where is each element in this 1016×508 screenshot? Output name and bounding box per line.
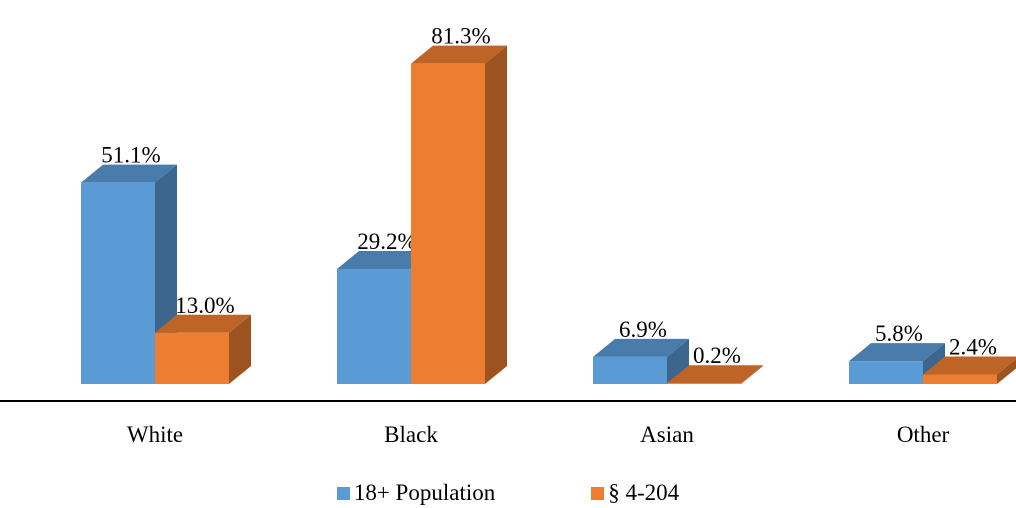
legend-swatch-series-2 <box>591 486 605 500</box>
bar-white-series-2 <box>155 314 251 384</box>
bar-black-series-2 <box>411 45 507 384</box>
data-label-asian-series-1: 6.9% <box>619 317 667 342</box>
bar-front-face <box>81 182 155 384</box>
bar-asian-series-1 <box>593 338 689 384</box>
bar-front-face <box>593 356 667 384</box>
bar-top-face <box>923 356 1016 375</box>
category-label-white: White <box>127 422 183 447</box>
bar-front-face <box>337 268 411 384</box>
bar-other-series-1 <box>849 343 945 384</box>
legend-item-series-2: § 4-204 <box>591 480 679 506</box>
legend-item-series-1: 18+ Population <box>336 480 496 506</box>
bar-asian-series-2 <box>667 365 763 384</box>
bar-other-series-2 <box>923 356 1016 384</box>
data-label-other-series-1: 5.8% <box>875 321 923 346</box>
bar-front-face <box>155 332 229 384</box>
category-label-asian: Asian <box>640 422 694 447</box>
bar-top-face <box>593 338 689 357</box>
bar-top-face <box>849 343 945 362</box>
bar-side-face <box>741 365 763 384</box>
bar-side-face <box>229 314 251 384</box>
data-label-white-series-1: 51.1% <box>101 143 160 168</box>
data-label-black-series-1: 29.2% <box>357 229 416 254</box>
bar-side-face <box>485 45 507 384</box>
bar-top-face <box>337 250 433 269</box>
legend: 18+ Population § 4-204 <box>0 478 1016 508</box>
bar-top-face <box>155 314 251 333</box>
bar-side-face <box>997 358 1016 384</box>
data-label-white-series-2: 13.0% <box>175 293 234 318</box>
data-label-other-series-2: 2.4% <box>949 335 997 360</box>
data-label-black-series-2: 81.3% <box>431 24 490 49</box>
bar-front-face <box>411 63 485 384</box>
bar-front-face <box>849 361 923 384</box>
bar-top-face <box>667 365 763 384</box>
bar-top-face <box>411 45 507 64</box>
bar-front-face <box>923 374 997 384</box>
bar-top-face <box>81 164 177 183</box>
legend-label-series-1: 18+ Population <box>353 480 496 505</box>
legend-swatch-series-1 <box>336 486 350 500</box>
category-label-black: Black <box>384 422 438 447</box>
bar-front-face <box>667 383 741 384</box>
category-label-other: Other <box>897 422 950 447</box>
bar-side-face <box>667 338 689 384</box>
data-label-asian-series-2: 0.2% <box>693 343 741 368</box>
chart-canvas: 51.1% 13.0% White 29.2% 81.3% Black 6.9% 0.2% As… <box>0 24 1016 447</box>
legend-label-series-2: § 4-204 <box>608 480 680 505</box>
